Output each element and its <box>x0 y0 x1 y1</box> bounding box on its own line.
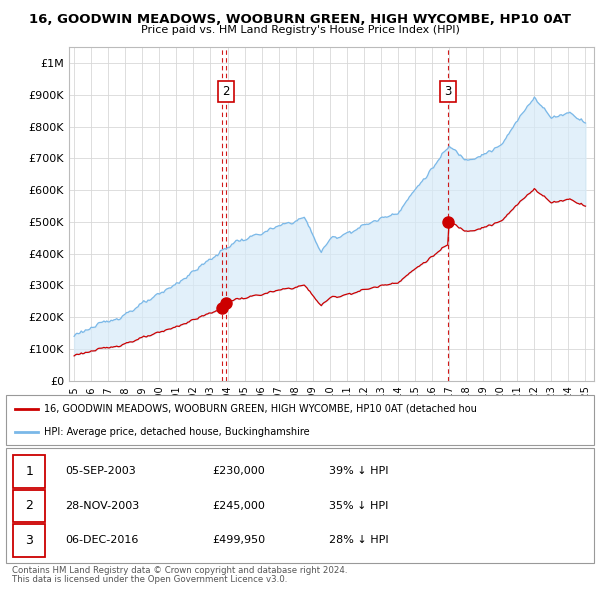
Text: This data is licensed under the Open Government Licence v3.0.: This data is licensed under the Open Gov… <box>12 575 287 584</box>
Text: 2: 2 <box>25 499 33 513</box>
Text: 28% ↓ HPI: 28% ↓ HPI <box>329 536 389 545</box>
FancyBboxPatch shape <box>6 448 594 563</box>
Text: £245,000: £245,000 <box>212 501 265 511</box>
Text: 1: 1 <box>25 465 33 478</box>
Text: 3: 3 <box>444 85 451 98</box>
Text: 35% ↓ HPI: 35% ↓ HPI <box>329 501 389 511</box>
Text: 2: 2 <box>223 85 230 98</box>
Text: 05-SEP-2003: 05-SEP-2003 <box>65 467 136 476</box>
Text: 28-NOV-2003: 28-NOV-2003 <box>65 501 139 511</box>
Text: 16, GOODWIN MEADOWS, WOOBURN GREEN, HIGH WYCOMBE, HP10 0AT: 16, GOODWIN MEADOWS, WOOBURN GREEN, HIGH… <box>29 13 571 26</box>
Text: Price paid vs. HM Land Registry's House Price Index (HPI): Price paid vs. HM Land Registry's House … <box>140 25 460 35</box>
FancyBboxPatch shape <box>13 455 46 487</box>
Text: 39% ↓ HPI: 39% ↓ HPI <box>329 467 389 476</box>
Text: 16, GOODWIN MEADOWS, WOOBURN GREEN, HIGH WYCOMBE, HP10 0AT (detached hou: 16, GOODWIN MEADOWS, WOOBURN GREEN, HIGH… <box>44 404 477 414</box>
Text: HPI: Average price, detached house, Buckinghamshire: HPI: Average price, detached house, Buck… <box>44 427 310 437</box>
FancyBboxPatch shape <box>6 395 594 445</box>
Text: 06-DEC-2016: 06-DEC-2016 <box>65 536 138 545</box>
Text: £499,950: £499,950 <box>212 536 265 545</box>
Text: £230,000: £230,000 <box>212 467 265 476</box>
FancyBboxPatch shape <box>13 490 46 522</box>
Text: Contains HM Land Registry data © Crown copyright and database right 2024.: Contains HM Land Registry data © Crown c… <box>12 566 347 575</box>
FancyBboxPatch shape <box>13 525 46 556</box>
Text: 3: 3 <box>25 534 33 547</box>
